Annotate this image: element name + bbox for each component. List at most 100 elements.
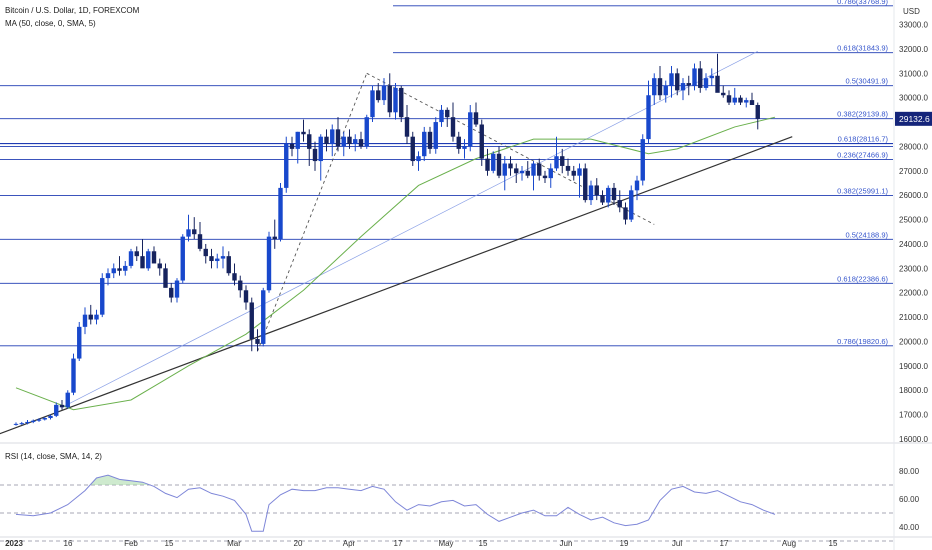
candle-body[interactable]	[439, 109, 444, 123]
candle-body[interactable]	[330, 129, 335, 145]
candle-body[interactable]	[606, 187, 611, 203]
candle-body[interactable]	[100, 278, 105, 315]
candle-body[interactable]	[203, 248, 208, 257]
candle-body[interactable]	[732, 97, 737, 103]
candle-body[interactable]	[709, 75, 714, 79]
candle-body[interactable]	[479, 124, 484, 159]
candle-body[interactable]	[560, 156, 565, 166]
candle-body[interactable]	[220, 256, 226, 259]
candle-body[interactable]	[13, 423, 19, 425]
candle-body[interactable]	[502, 163, 507, 176]
candle-body[interactable]	[255, 339, 260, 344]
candle-body[interactable]	[151, 251, 157, 264]
candle-body[interactable]	[680, 83, 686, 91]
candle-body[interactable]	[629, 190, 634, 220]
candle-body[interactable]	[721, 92, 726, 96]
candle-body[interactable]	[71, 358, 76, 393]
candle-body[interactable]	[94, 314, 99, 320]
candle-body[interactable]	[617, 200, 622, 208]
candle-body[interactable]	[226, 256, 231, 274]
candle-body[interactable]	[278, 187, 283, 240]
candle-body[interactable]	[571, 170, 576, 176]
candle-body[interactable]	[715, 75, 720, 93]
candle-body[interactable]	[59, 404, 65, 408]
candle-body[interactable]	[370, 90, 375, 118]
candle-body[interactable]	[554, 156, 559, 169]
candle-body[interactable]	[261, 290, 266, 344]
candle-body[interactable]	[473, 112, 479, 125]
candle-body[interactable]	[301, 131, 306, 135]
candle-body[interactable]	[19, 423, 24, 425]
candle-body[interactable]	[215, 258, 220, 262]
candle-body[interactable]	[180, 236, 185, 281]
candle-body[interactable]	[623, 207, 628, 220]
candle-body[interactable]	[364, 117, 369, 147]
candle-body[interactable]	[318, 136, 323, 162]
candle-body[interactable]	[341, 136, 346, 147]
candle-body[interactable]	[531, 163, 536, 176]
candle-body[interactable]	[468, 112, 473, 147]
candle-body[interactable]	[445, 109, 450, 118]
candle-body[interactable]	[491, 153, 496, 171]
candle-body[interactable]	[88, 314, 93, 320]
candle-body[interactable]	[197, 234, 203, 249]
candle-body[interactable]	[387, 85, 392, 113]
candle-body[interactable]	[634, 180, 640, 191]
candle-body[interactable]	[577, 168, 582, 176]
candle-body[interactable]	[381, 85, 387, 101]
candle-body[interactable]	[174, 280, 180, 298]
candle-body[interactable]	[646, 95, 651, 140]
candle-body[interactable]	[456, 136, 461, 149]
candle-body[interactable]	[232, 273, 237, 281]
candle-body[interactable]	[422, 131, 427, 157]
candle-body[interactable]	[358, 139, 364, 147]
candle-body[interactable]	[519, 170, 525, 174]
candle-body[interactable]	[36, 419, 42, 421]
candle-body[interactable]	[209, 256, 214, 262]
candle-body[interactable]	[54, 404, 59, 416]
candle-body[interactable]	[537, 163, 542, 176]
candle-body[interactable]	[169, 287, 174, 298]
candle-body[interactable]	[669, 73, 674, 86]
candle-body[interactable]	[675, 73, 680, 91]
candle-body[interactable]	[404, 117, 410, 137]
candle-body[interactable]	[508, 163, 513, 169]
candle-body[interactable]	[192, 229, 197, 235]
candle-body[interactable]	[82, 314, 88, 327]
candle-body[interactable]	[744, 100, 749, 103]
candle-body[interactable]	[289, 144, 295, 149]
candle-body[interactable]	[726, 95, 732, 103]
candle-body[interactable]	[703, 78, 709, 88]
candle-body[interactable]	[548, 168, 553, 179]
candle-body[interactable]	[266, 236, 272, 291]
candle-body[interactable]	[335, 129, 341, 147]
candle-body[interactable]	[295, 131, 300, 149]
candle-body[interactable]	[692, 68, 697, 86]
candle-body[interactable]	[496, 153, 502, 176]
candle-body[interactable]	[410, 136, 415, 162]
candle-body[interactable]	[376, 90, 381, 101]
candle-body[interactable]	[583, 168, 588, 201]
candle-body[interactable]	[663, 85, 668, 96]
candle-body[interactable]	[163, 268, 168, 288]
candle-body[interactable]	[433, 122, 438, 149]
candle-body[interactable]	[123, 265, 128, 271]
candle-body[interactable]	[347, 136, 352, 145]
candle-body[interactable]	[657, 78, 663, 96]
candle-body[interactable]	[157, 263, 162, 269]
candle-body[interactable]	[272, 236, 277, 240]
candle-body[interactable]	[738, 97, 743, 103]
candle-body[interactable]	[450, 117, 456, 137]
candle-body[interactable]	[652, 78, 657, 96]
candle-body[interactable]	[117, 268, 122, 271]
candle-body[interactable]	[307, 134, 312, 149]
candle-body[interactable]	[284, 144, 289, 188]
candle-body[interactable]	[146, 251, 151, 269]
candle-body[interactable]	[427, 131, 433, 149]
candle-body[interactable]	[105, 273, 111, 279]
candle-body[interactable]	[42, 418, 47, 420]
candle-body[interactable]	[525, 170, 530, 176]
candle-body[interactable]	[353, 139, 358, 145]
candle-body[interactable]	[65, 392, 70, 408]
